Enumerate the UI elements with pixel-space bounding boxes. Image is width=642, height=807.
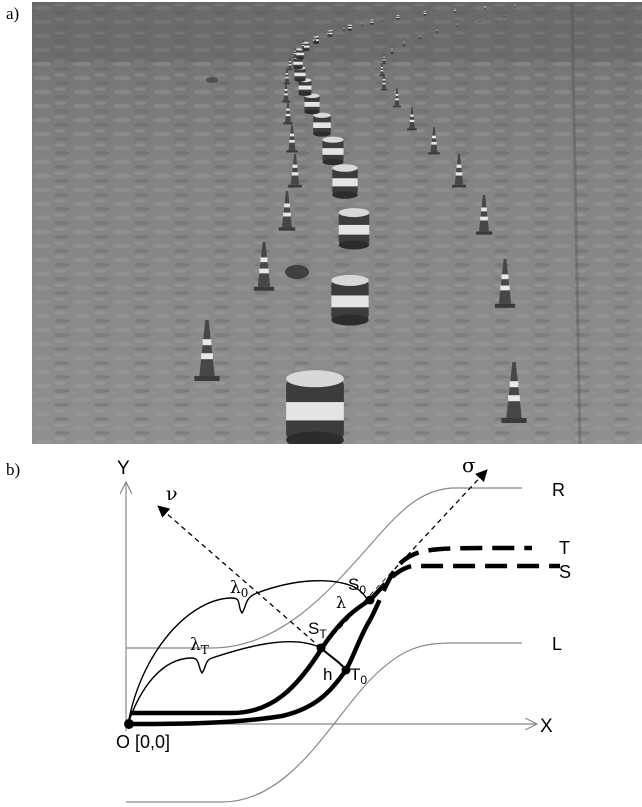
traffic-cone: [283, 67, 291, 85]
label-T: T: [559, 538, 570, 558]
barrel: [396, 14, 400, 20]
barrel: [453, 8, 457, 13]
label-ST: ST: [308, 619, 327, 641]
barrel: [513, 4, 517, 8]
traffic-cone: [390, 45, 394, 55]
traffic-cone: [379, 62, 385, 77]
traffic-cone: [278, 191, 296, 231]
traffic-cone: [283, 101, 293, 125]
barrel: [331, 274, 369, 326]
barrel: [304, 93, 320, 115]
traffic-cone: [402, 38, 406, 47]
label-lambda: λ: [336, 593, 346, 612]
traffic-cone: [392, 87, 402, 108]
traffic-cone: [194, 320, 220, 381]
barrel: [370, 19, 374, 25]
traffic-cone: [478, 17, 482, 23]
traffic-cone: [501, 362, 527, 423]
traffic-cone: [475, 195, 493, 235]
traffic-cone: [288, 154, 302, 188]
barrel: [322, 136, 344, 166]
brace-lambda-T: [127, 641, 322, 725]
traffic-cone: [287, 56, 293, 71]
traffic-cone: [407, 107, 417, 131]
label-origin: O [0,0]: [116, 732, 170, 752]
traffic-cone: [503, 12, 505, 18]
traffic-cone: [428, 127, 440, 155]
traffic-cone: [494, 259, 516, 308]
traffic-cone: [452, 154, 466, 188]
point-S0: [365, 595, 375, 605]
traffic-cone: [381, 53, 387, 65]
label-lambda-0: λ0: [230, 578, 248, 600]
boundary-curve-R: [126, 487, 522, 649]
barrel: [423, 11, 427, 16]
traffic-cone: [301, 40, 305, 50]
label-lambda-T: λT: [190, 635, 209, 657]
traffic-cone: [360, 20, 364, 27]
point-T0: [341, 665, 351, 675]
traffic-cone: [342, 25, 346, 32]
traffic-cone: [418, 32, 422, 40]
simulation-scene-photo: [32, 2, 642, 444]
label-S0: S0: [348, 575, 366, 597]
barrel: [338, 208, 370, 250]
traffic-cone: [455, 21, 459, 28]
label-R: R: [552, 480, 565, 500]
label-x-axis: X: [540, 716, 553, 737]
traffic-cone: [327, 29, 331, 37]
panel-label-a: a): [6, 4, 20, 23]
label-nu: ν: [166, 483, 178, 505]
label-L: L: [552, 634, 562, 654]
barrel-row: [286, 4, 517, 444]
label-h: h: [323, 665, 332, 684]
traffic-cone: [380, 73, 388, 91]
trajectory-T-dashed: [368, 545, 532, 622]
shadow-spot: [285, 265, 309, 279]
traffic-cone: [435, 27, 439, 34]
traffic-cone: [292, 47, 298, 59]
label-S: S: [559, 562, 571, 582]
panel-label-b: b): [6, 460, 21, 479]
trajectory-S-dashed-overlay: [368, 563, 560, 602]
traffic-cone: [313, 34, 317, 43]
barrel: [347, 24, 353, 31]
traffic-cone: [281, 82, 291, 103]
barrel: [332, 164, 358, 199]
traffic-cone: [380, 16, 384, 22]
boundary-curve-L: [126, 642, 522, 803]
barrel: [295, 48, 305, 60]
point-ST: [316, 643, 326, 653]
trajectory-T: [130, 618, 372, 727]
nu-axis: [157, 505, 322, 649]
brace-lambda-0: [127, 579, 369, 725]
traffic-cone: [253, 242, 275, 291]
barrel: [286, 370, 344, 444]
barrel: [313, 36, 319, 44]
barrel: [313, 112, 331, 137]
trajectory-diagram: Y X O [0,0] σ ν R T S L λ0 λT λ S0 ST T0…: [116, 453, 571, 803]
label-T0: T0: [350, 665, 367, 687]
point-origin: [124, 719, 134, 729]
label-sigma: σ: [462, 453, 476, 477]
traffic-cone: [286, 125, 298, 153]
cone-rows: [194, 12, 527, 423]
barrel: [302, 41, 310, 51]
label-y-axis: Y: [117, 458, 130, 479]
barrel: [483, 6, 487, 10]
